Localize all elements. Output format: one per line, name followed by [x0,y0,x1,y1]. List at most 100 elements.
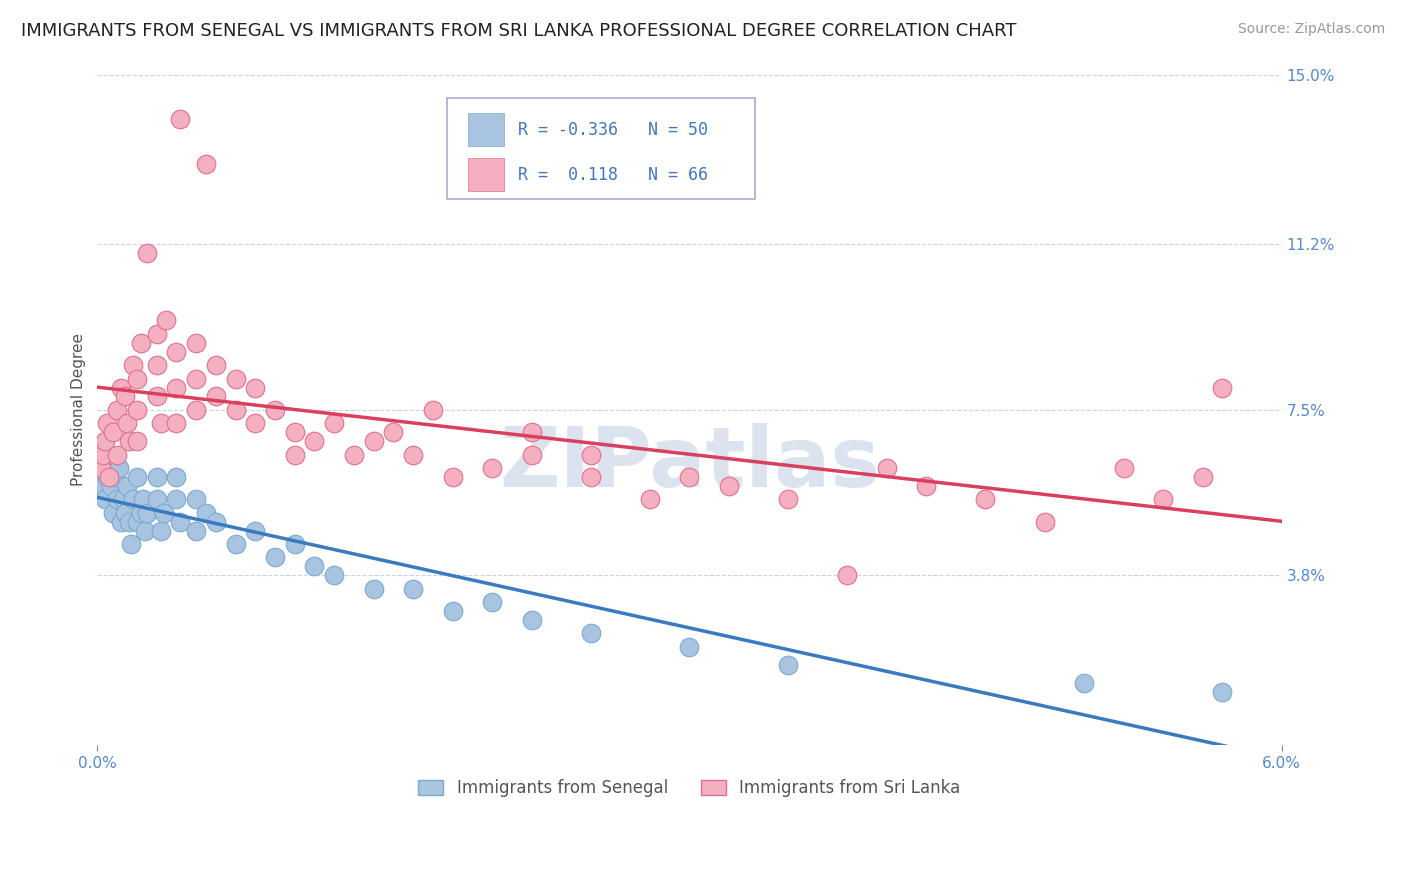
Point [678,640,700,654]
Point [115,417,138,431]
Point [184,492,207,507]
Point [149,524,172,538]
Point [1152,492,1174,507]
Point [145,358,167,372]
Point [441,470,464,484]
Point [114,389,136,403]
Point [105,492,128,507]
Point [264,550,287,565]
Point [876,461,898,475]
Point [284,448,307,462]
Point [717,479,740,493]
Point [125,470,148,484]
Point [91,461,114,475]
Point [115,479,138,493]
Point [122,492,145,507]
Point [96,470,118,484]
Point [579,470,602,484]
Point [224,537,246,551]
Point [105,403,128,417]
Text: ZIPatlas: ZIPatlas [499,423,880,504]
Point [422,403,444,417]
Point [194,506,217,520]
Point [363,434,385,449]
Point [169,515,191,529]
Point [184,335,207,350]
Point [778,492,800,507]
Point [153,506,176,520]
Point [105,448,128,462]
Point [120,537,142,551]
FancyBboxPatch shape [468,158,503,192]
Point [402,448,425,462]
Point [125,371,148,385]
Point [111,492,134,507]
Point [224,371,246,385]
Point [165,470,187,484]
Point [915,479,938,493]
Point [91,448,114,462]
Point [284,537,307,551]
Point [101,506,124,520]
Point [382,425,405,440]
Point [343,448,366,462]
Point [204,358,226,372]
Point [145,470,167,484]
Point [778,657,800,672]
Point [94,492,117,507]
Point [90,461,112,475]
Point [184,403,207,417]
Point [101,425,124,440]
Point [125,434,148,449]
Point [304,434,326,449]
Point [837,568,859,582]
Point [264,403,287,417]
Text: R = -0.336   N = 50: R = -0.336 N = 50 [517,120,707,138]
Point [1191,470,1213,484]
Point [184,524,207,538]
Point [481,595,503,609]
Point [165,492,187,507]
FancyBboxPatch shape [447,98,755,199]
Point [323,417,346,431]
Text: R =  0.118   N = 66: R = 0.118 N = 66 [517,166,707,184]
Point [132,492,155,507]
Point [104,470,127,484]
Point [165,380,187,394]
Point [1073,675,1095,690]
Legend: Immigrants from Senegal, Immigrants from Sri Lanka: Immigrants from Senegal, Immigrants from… [412,772,967,804]
Point [94,434,117,449]
Point [579,626,602,640]
Point [129,335,152,350]
Point [98,448,121,462]
Point [135,246,157,260]
Point [184,371,207,385]
Point [145,492,167,507]
Point [122,358,145,372]
Point [1211,684,1233,698]
Point [145,326,167,341]
Text: Source: ZipAtlas.com: Source: ZipAtlas.com [1237,22,1385,37]
Point [245,380,267,394]
Point [579,448,602,462]
Point [245,524,267,538]
Point [520,448,543,462]
Point [110,515,132,529]
Point [108,461,131,475]
Point [638,492,661,507]
Point [1033,515,1056,529]
Point [169,112,191,127]
Point [678,470,700,484]
Text: IMMIGRANTS FROM SENEGAL VS IMMIGRANTS FROM SRI LANKA PROFESSIONAL DEGREE CORRELA: IMMIGRANTS FROM SENEGAL VS IMMIGRANTS FR… [21,22,1017,40]
Point [125,403,148,417]
Point [149,417,172,431]
Point [520,613,543,627]
Point [110,380,132,394]
Point [145,389,167,403]
Point [165,417,187,431]
Point [135,506,157,520]
Point [481,461,503,475]
Point [98,470,121,484]
Point [363,582,385,596]
Point [129,506,152,520]
